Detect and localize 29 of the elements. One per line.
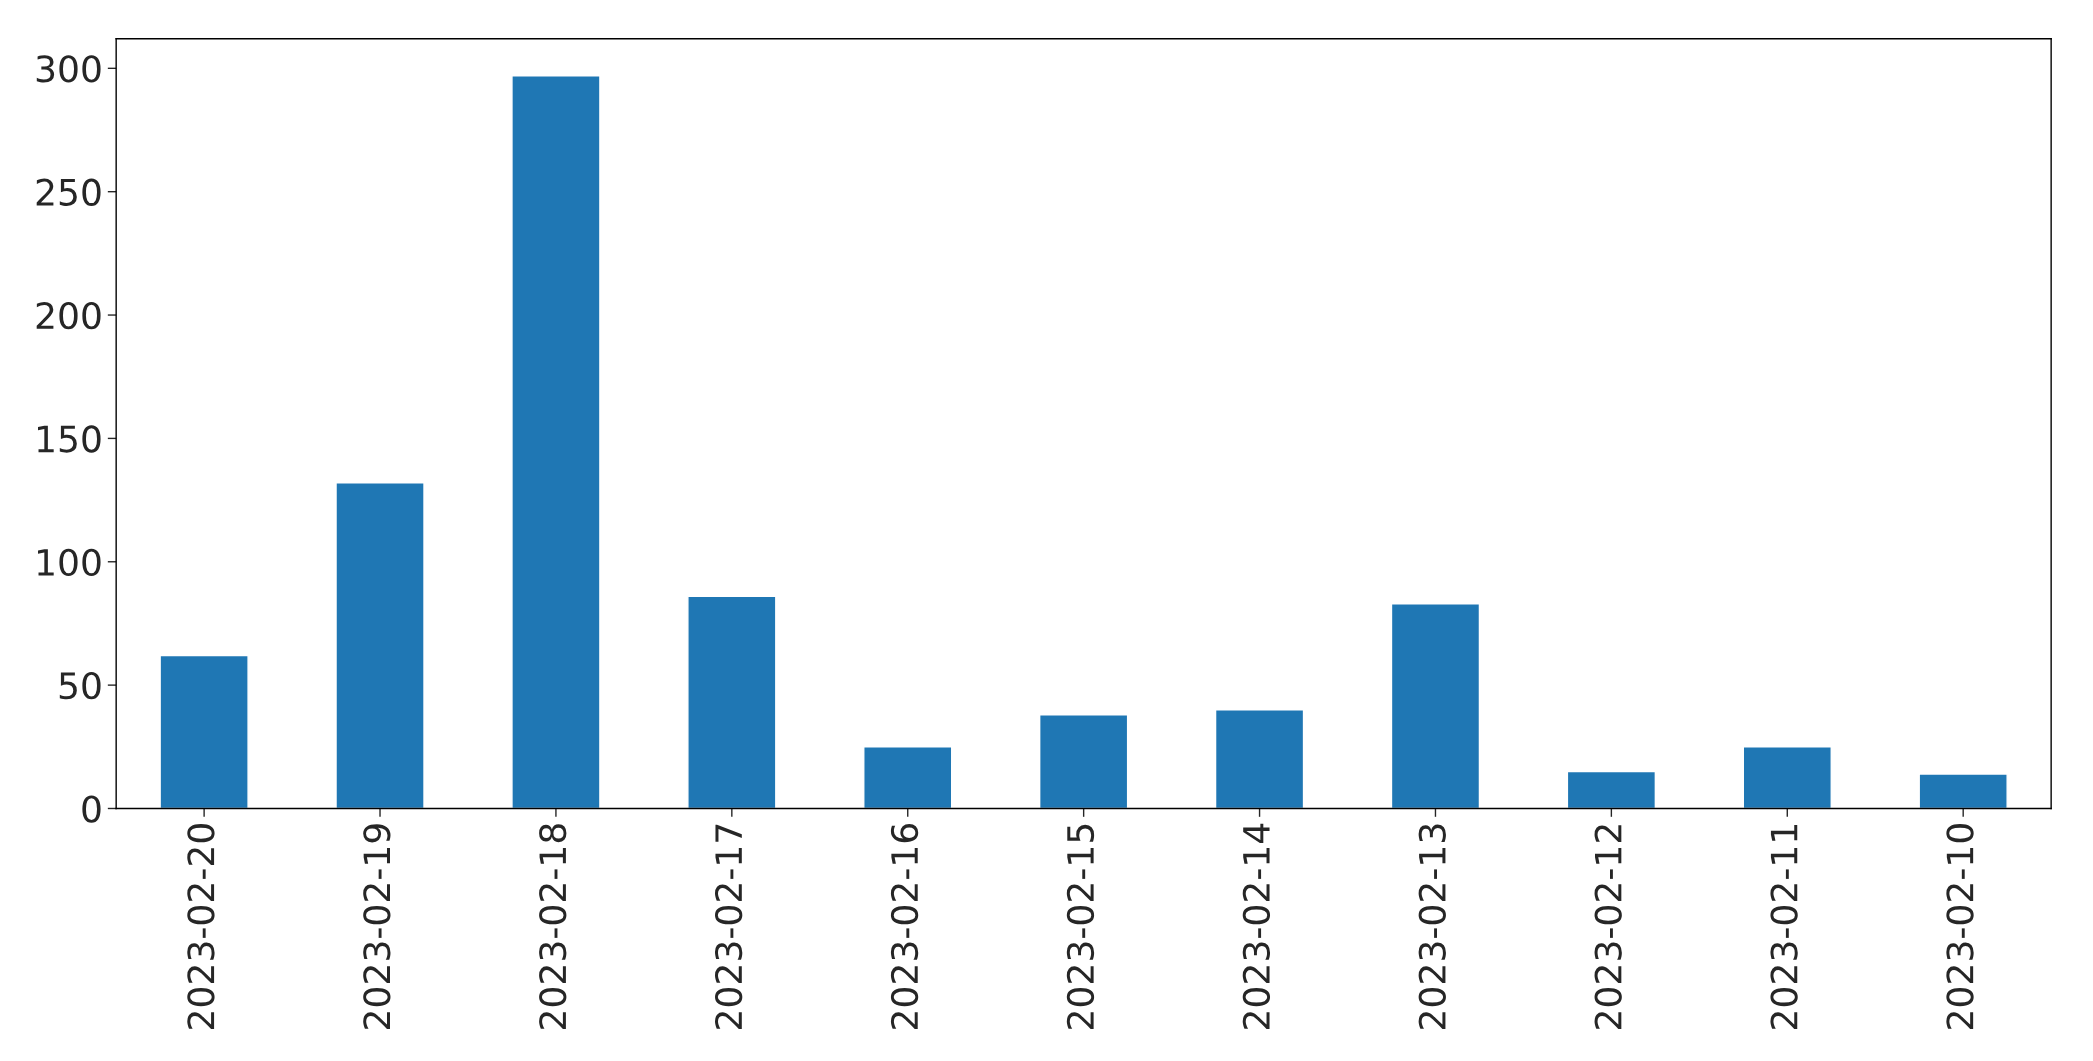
bar [1038, 714, 1129, 809]
y-tick-label: 0 [82, 795, 101, 823]
y-tick-label: 50 [59, 672, 101, 700]
y-tick-label: 150 [38, 425, 101, 453]
x-tick-label: 2023-02-20 [187, 824, 215, 1029]
bar [1742, 746, 1832, 809]
bar [1918, 773, 2008, 809]
x-tick-label: 2023-02-10 [1946, 824, 1974, 1029]
x-tick-label: 2023-02-15 [1066, 824, 1095, 1029]
bar [1214, 709, 1305, 809]
x-tick-label: 2023-02-12 [1594, 825, 1622, 1029]
y-tick-label: 200 [36, 301, 101, 330]
x-tick-label: 2023-02-17 [715, 824, 743, 1029]
y-tick-label: 300 [36, 55, 101, 83]
y-tick-label: 250 [36, 178, 101, 206]
bar [687, 595, 777, 809]
x-tick-label: 2023-02-14 [1242, 823, 1271, 1029]
x-tick-label: 2023-02-19 [363, 824, 391, 1029]
x-tick-label: 2023-02-13 [1418, 824, 1446, 1029]
x-tick-label: 2023-02-18 [539, 824, 567, 1029]
bar [159, 654, 249, 809]
x-tick-label: 2023-02-11 [1770, 825, 1798, 1029]
x-tick-label: 2023-02-16 [890, 823, 919, 1029]
bar [1390, 603, 1481, 809]
bar [1566, 770, 1657, 809]
bar [511, 75, 601, 809]
y-tick-label: 100 [38, 548, 101, 576]
bar [863, 746, 953, 809]
bar [335, 482, 425, 809]
